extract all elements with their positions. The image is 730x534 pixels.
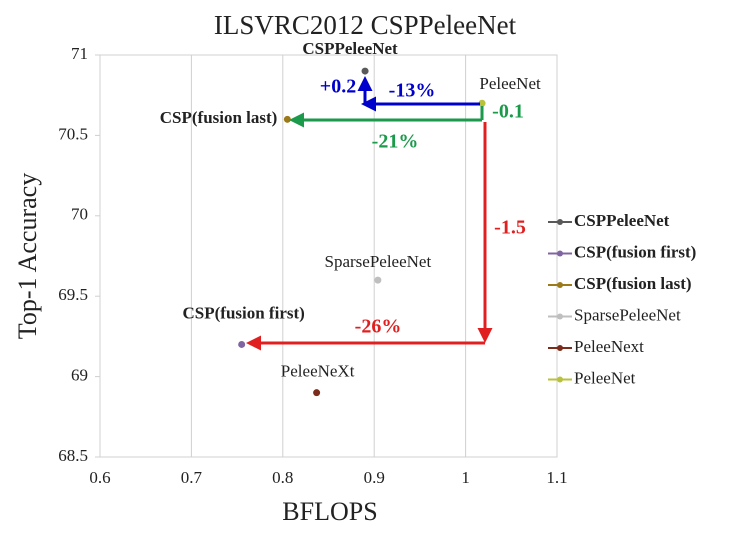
legend-label: CSP(fusion first)	[574, 242, 696, 261]
legend-marker	[557, 282, 563, 288]
x-tick-label: 0.9	[364, 468, 385, 487]
point-label: CSP(fusion first)	[183, 303, 305, 322]
point	[478, 99, 486, 107]
legend-label: CSP(fusion last)	[574, 274, 692, 293]
annotation: -26%	[355, 316, 402, 338]
y-tick-label: 70.5	[58, 124, 88, 143]
y-tick-label: 70	[71, 205, 88, 224]
legend-marker	[557, 313, 563, 320]
y-tick-label: 69.5	[58, 285, 88, 304]
point	[361, 67, 369, 75]
point-label: SparsePeleeNet	[325, 252, 432, 271]
point-label: PeleeNeXt	[281, 362, 355, 381]
x-tick-label: 0.6	[89, 468, 110, 487]
x-tick-label: 0.8	[272, 468, 293, 487]
point-label: CSPPeleeNet	[302, 39, 398, 58]
legend-label: CSPPeleeNet	[574, 211, 670, 230]
y-tick-label: 68.5	[58, 446, 88, 465]
annotation: -13%	[389, 80, 436, 102]
point	[374, 276, 382, 284]
annotation: +0.2	[320, 76, 356, 98]
x-tick-label: 0.7	[181, 468, 203, 487]
y-tick-label: 69	[71, 366, 88, 385]
x-axis-title: BFLOPS	[282, 497, 377, 526]
annotation: -0.1	[492, 101, 524, 123]
legend-label: PeleeNet	[574, 368, 636, 387]
point	[313, 389, 321, 397]
x-tick-label: 1	[461, 468, 470, 487]
legend-marker	[557, 376, 563, 383]
x-tick-label: 1.1	[546, 468, 567, 487]
point	[238, 340, 246, 348]
legend-label: PeleeNext	[574, 337, 644, 356]
legend-label: SparsePeleeNet	[574, 305, 681, 324]
y-axis-title: Top-1 Accuracy	[13, 173, 42, 339]
legend-marker	[557, 219, 563, 225]
point-label: PeleeNet	[479, 74, 541, 93]
annotation: -1.5	[494, 217, 526, 239]
annotation: -21%	[372, 131, 419, 153]
point	[283, 115, 291, 123]
y-tick-label: 71	[71, 44, 88, 63]
legend-marker	[557, 250, 563, 257]
arrows	[246, 76, 493, 351]
legend-marker	[557, 345, 563, 351]
point-label: CSP(fusion last)	[160, 108, 278, 127]
chart-title: ILSVRC2012 CSPPeleeNet	[214, 10, 517, 40]
